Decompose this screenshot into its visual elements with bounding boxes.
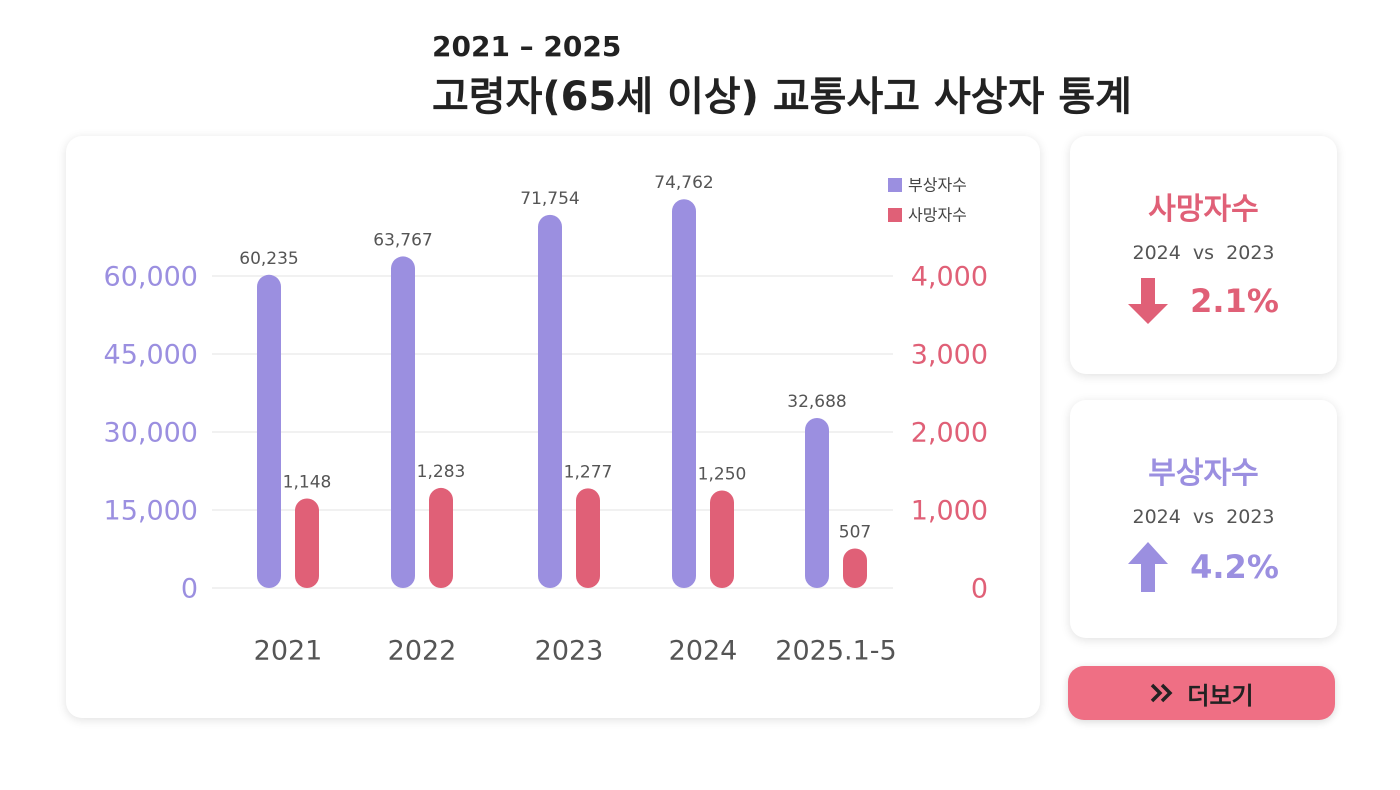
- chart: 0 15,000 30,000 45,000 60,000 0 1,000 2,000 3,00…: [104, 173, 988, 667]
- card-compare: 2024 vs 2023: [1132, 506, 1275, 528]
- card-row: 4.2%: [1070, 542, 1337, 592]
- bar: [391, 256, 415, 588]
- button-label: 더보기: [1187, 681, 1254, 710]
- x-tick-label: 2024: [669, 636, 738, 667]
- tick-label: 4,000: [911, 262, 988, 293]
- tick-label: 30,000: [104, 418, 198, 449]
- value-label: 1,277: [564, 462, 613, 482]
- value-label: 63,767: [373, 230, 432, 250]
- bar: [429, 487, 453, 588]
- bar: [538, 214, 562, 588]
- legend-swatch: [888, 178, 902, 192]
- tick-label: 1,000: [911, 496, 988, 527]
- bar: [672, 199, 696, 588]
- tick-label: 45,000: [104, 340, 198, 371]
- x-tick-label: 2025.1-5: [775, 636, 896, 667]
- card-row: 2.1%: [1070, 278, 1337, 324]
- tick-label: 0: [181, 574, 198, 605]
- bar: [710, 490, 734, 588]
- tick-label: 60,000: [104, 262, 198, 293]
- value-label: 71,754: [520, 189, 579, 209]
- down-arrow: [1128, 278, 1169, 324]
- death-card: 사망자수 2024 vs 2023 2.1%: [1070, 136, 1337, 374]
- title: 고령자(65세 이상) 교통사고 사상자 통계: [432, 74, 1132, 120]
- chevrons: [1151, 683, 1173, 703]
- value-label: 507: [839, 522, 871, 542]
- x-tick-label: 2021: [254, 636, 323, 667]
- value-label: 1,148: [283, 472, 332, 492]
- tick-label: 3,000: [911, 340, 988, 371]
- subtitle: 2021 – 2025: [432, 30, 622, 63]
- tick-label: 2,000: [911, 418, 988, 449]
- card-change: 4.2%: [1190, 548, 1279, 586]
- x-tick-label: 2023: [535, 636, 604, 667]
- card-compare: 2024 vs 2023: [1132, 242, 1275, 264]
- more-button[interactable]: 더보기: [1068, 666, 1335, 720]
- card-title: 부상자수: [1148, 456, 1259, 491]
- chart-panel: 0 15,000 30,000 45,000 60,000 0 1,000 2,000 3,00…: [66, 136, 1040, 718]
- card-title: 사망자수: [1148, 192, 1259, 227]
- card-change: 2.1%: [1190, 282, 1279, 320]
- bar: [805, 418, 829, 588]
- bar: [843, 548, 867, 588]
- injury-card: 부상자수 2024 vs 2023 4.2%: [1070, 400, 1337, 638]
- value-label: 32,688: [787, 392, 846, 412]
- legend-label: 사망자수: [908, 206, 967, 225]
- x-tick-label: 2022: [388, 636, 457, 667]
- tick-label: 15,000: [104, 496, 198, 527]
- legend-swatch: [888, 208, 902, 222]
- bar: [576, 488, 600, 588]
- value-label: 1,250: [698, 465, 747, 485]
- bar: [295, 498, 319, 588]
- value-label: 74,762: [654, 173, 713, 193]
- legend-label: 부상자수: [908, 176, 967, 195]
- bar: [257, 274, 281, 588]
- value-label: 1,283: [417, 462, 466, 482]
- value-label: 60,235: [239, 249, 298, 269]
- up-arrow: [1128, 542, 1169, 592]
- tick-label: 0: [971, 574, 988, 605]
